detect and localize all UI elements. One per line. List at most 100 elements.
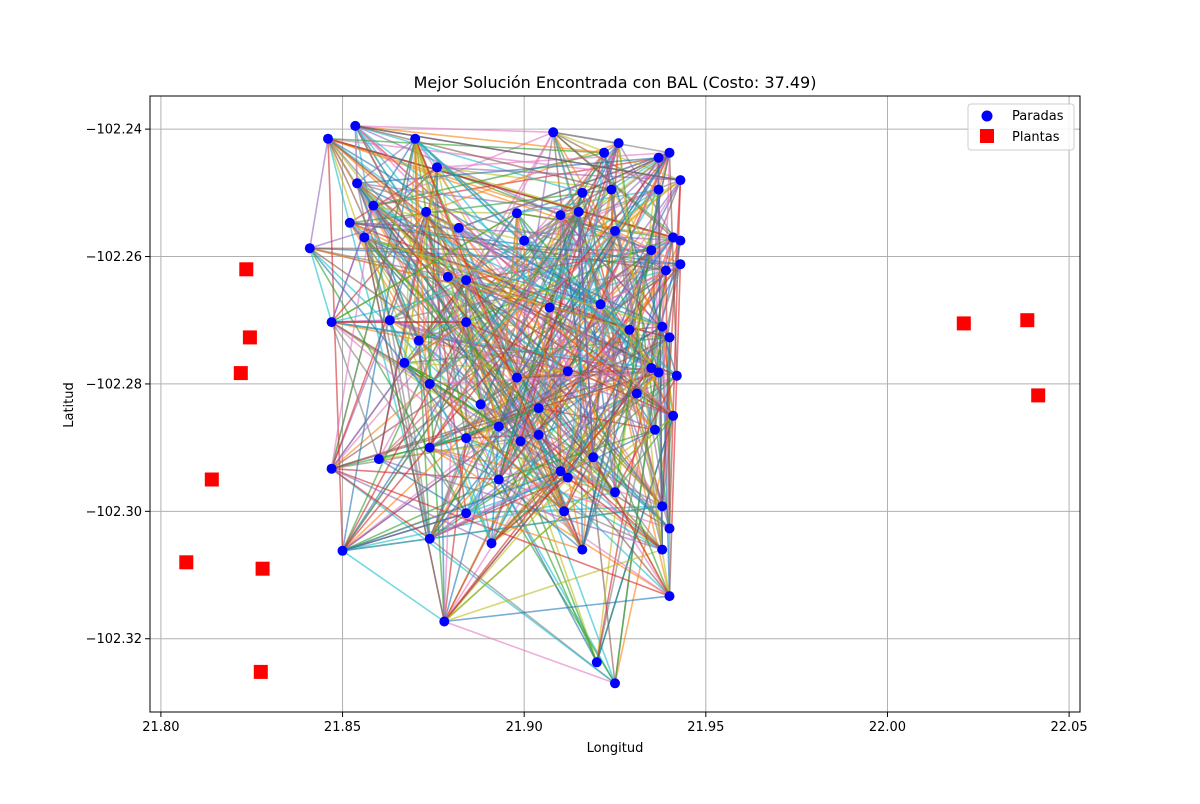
paradas-point bbox=[442, 271, 453, 282]
route-line bbox=[444, 548, 663, 623]
route-line bbox=[610, 189, 652, 251]
paradas-point bbox=[675, 235, 686, 246]
paradas-point bbox=[624, 324, 635, 335]
route-line bbox=[363, 236, 663, 551]
route-line bbox=[425, 142, 619, 213]
route-line bbox=[355, 125, 612, 191]
paradas-point bbox=[323, 133, 333, 144]
route-line bbox=[444, 620, 616, 685]
paradas-point bbox=[368, 200, 379, 211]
paradas-point bbox=[653, 184, 664, 195]
route-line bbox=[443, 227, 460, 622]
paradas-point bbox=[486, 538, 497, 549]
axis-ticks: 21.80 21.85 21.90 21.95 22.00 22.05 −102.24 −10… bbox=[86, 123, 1088, 735]
route-line bbox=[614, 189, 660, 493]
route-line bbox=[429, 188, 660, 385]
paradas-point bbox=[350, 120, 361, 131]
route-line bbox=[309, 247, 467, 281]
route-line bbox=[465, 179, 681, 323]
route-line bbox=[429, 192, 583, 449]
legend: Paradas Plantas bbox=[967, 103, 1075, 151]
paradas-point bbox=[650, 424, 660, 435]
y-tick-label: −102.28 bbox=[86, 377, 142, 392]
route-line bbox=[331, 468, 431, 540]
route-line bbox=[327, 138, 671, 530]
route-line bbox=[341, 138, 416, 551]
route-line bbox=[498, 213, 518, 427]
x-tick-label: 21.90 bbox=[506, 720, 543, 735]
route-line bbox=[581, 152, 605, 194]
paradas-point bbox=[675, 259, 686, 270]
plantas-point bbox=[233, 366, 248, 381]
paradas-point bbox=[548, 127, 559, 138]
paradas-point bbox=[475, 399, 486, 410]
route-line bbox=[330, 321, 380, 460]
paradas-point bbox=[511, 208, 522, 219]
route-line bbox=[349, 222, 565, 512]
legend-paradas-label: Paradas bbox=[1012, 109, 1064, 124]
route-line bbox=[429, 446, 663, 551]
paradas-point bbox=[660, 265, 671, 276]
route-line bbox=[465, 279, 671, 597]
paradas-point bbox=[352, 178, 363, 189]
route-line bbox=[479, 403, 598, 663]
route-line bbox=[349, 222, 569, 372]
paradas-point bbox=[599, 147, 610, 158]
route-line bbox=[614, 375, 678, 493]
route-line bbox=[342, 505, 663, 552]
paradas-point bbox=[344, 217, 355, 228]
route-line bbox=[354, 125, 678, 377]
paradas-point bbox=[337, 545, 348, 556]
plantas-point bbox=[204, 472, 219, 487]
route-line bbox=[309, 247, 467, 514]
paradas-point bbox=[384, 315, 395, 326]
route-line bbox=[614, 415, 674, 493]
route-line bbox=[429, 214, 562, 385]
paradas-point bbox=[453, 222, 464, 233]
x-tick-label: 21.85 bbox=[324, 720, 361, 735]
route-line bbox=[389, 319, 569, 372]
paradas-point bbox=[606, 184, 617, 195]
route-line bbox=[465, 512, 583, 551]
paradas-point bbox=[544, 302, 555, 313]
route-line bbox=[429, 211, 580, 449]
route-line bbox=[373, 204, 525, 242]
route-line bbox=[665, 152, 671, 271]
route-line bbox=[661, 180, 682, 507]
paradas-point bbox=[591, 657, 602, 668]
paradas-point bbox=[424, 442, 435, 453]
x-tick-label: 22.05 bbox=[1050, 720, 1087, 735]
route-line bbox=[378, 230, 616, 460]
route-line bbox=[378, 458, 663, 551]
paradas-point bbox=[519, 235, 530, 246]
route-line bbox=[465, 476, 569, 514]
route-line bbox=[330, 205, 375, 323]
x-tick-label: 21.80 bbox=[142, 720, 179, 735]
paradas-point bbox=[610, 678, 620, 689]
route-line bbox=[429, 230, 616, 540]
route-line bbox=[614, 230, 667, 272]
paradas-point bbox=[461, 275, 472, 286]
route-line bbox=[567, 189, 613, 372]
data-markers bbox=[179, 120, 1046, 689]
paradas-point bbox=[359, 232, 370, 243]
route-line bbox=[363, 237, 493, 544]
route-line bbox=[559, 214, 671, 338]
route-line bbox=[425, 211, 565, 512]
route-line bbox=[331, 321, 561, 472]
route-line bbox=[355, 125, 681, 181]
route-line bbox=[465, 321, 500, 427]
route-line bbox=[414, 138, 500, 480]
paradas-point bbox=[511, 372, 522, 383]
route-line bbox=[498, 270, 667, 480]
route-line bbox=[447, 276, 630, 331]
paradas-point bbox=[413, 335, 424, 346]
route-line bbox=[309, 247, 333, 323]
route-line bbox=[614, 326, 663, 684]
route-line bbox=[447, 276, 616, 493]
route-line bbox=[342, 470, 561, 552]
paradas-point bbox=[613, 138, 624, 149]
route-line bbox=[349, 166, 438, 224]
plantas-point bbox=[1031, 388, 1046, 403]
